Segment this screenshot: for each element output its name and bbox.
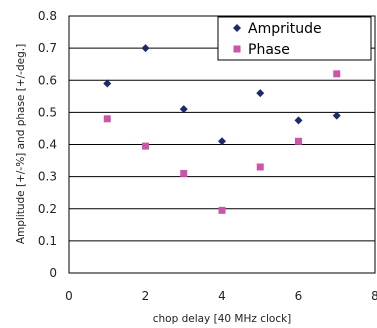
amplitude-point — [218, 137, 226, 146]
y-axis-title: Amplitude [+/-%] and phase [+/-deg.] — [15, 44, 27, 244]
x-tick-label: 2 — [142, 289, 150, 303]
phase-point — [142, 142, 149, 150]
x-tick-label: 0 — [65, 289, 73, 303]
legend-marker-amplitude — [233, 24, 241, 32]
y-tick-label: 0.1 — [38, 234, 57, 248]
y-tick-label: 0.4 — [38, 138, 57, 152]
x-axis-title: chop delay [40 MHz clock] — [153, 313, 292, 325]
tick-labels: 0 0.1 0.2 0.3 0.4 0.5 0.6 0.7 0.8 0 2 4 6 8 — [38, 9, 377, 303]
y-tick-label: 0.7 — [38, 41, 57, 55]
amplitude-point — [179, 105, 188, 114]
legend-label: Phase — [248, 42, 290, 58]
x-tick-label: 4 — [218, 289, 226, 303]
legend: Ampritude Phase — [217, 16, 372, 61]
legend-box — [217, 16, 372, 61]
phase-point — [180, 169, 188, 177]
y-tick-label: 0.8 — [38, 9, 57, 23]
amplitude-point — [294, 116, 303, 125]
data-marks — [103, 44, 341, 214]
amplitude-point — [256, 89, 265, 98]
y-tick-label: 0.3 — [38, 170, 57, 184]
phase-point — [295, 137, 302, 145]
phase-point — [103, 115, 111, 123]
y-tick-label: 0.5 — [38, 105, 57, 119]
phase-point — [333, 70, 341, 78]
y-tick-label: 0.6 — [38, 73, 57, 87]
phase-point — [218, 206, 226, 214]
x-tick-label: 8 — [371, 289, 377, 303]
amplitude-point — [141, 44, 150, 53]
legend-marker-phase — [233, 45, 241, 53]
plot-area-frame — [68, 15, 376, 274]
phase-point — [256, 163, 264, 171]
y-tick-label: 0.2 — [38, 202, 57, 216]
amplitude-point — [103, 79, 112, 88]
x-tick-label: 6 — [295, 289, 303, 303]
y-tick-label: 0 — [49, 266, 57, 280]
legend-label: Ampritude — [248, 21, 322, 37]
amplitude-point — [332, 111, 341, 120]
